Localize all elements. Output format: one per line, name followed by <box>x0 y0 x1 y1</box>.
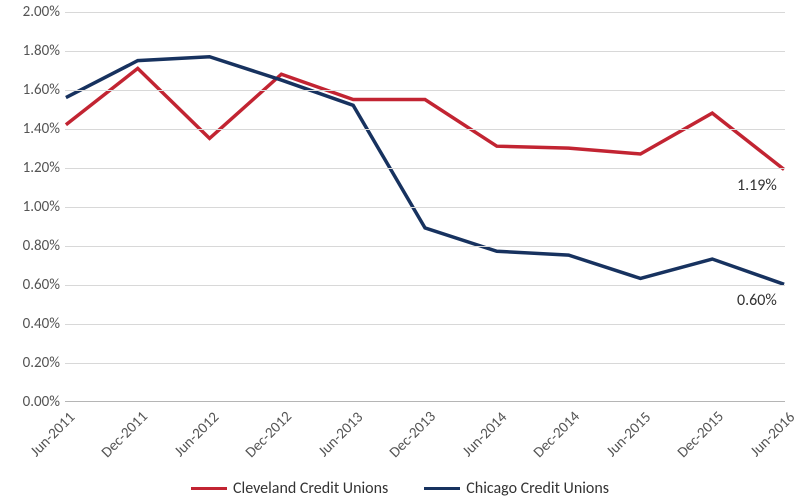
x-tick-label: Jun-2016 <box>747 408 799 460</box>
y-tick-label: 1.20% <box>5 159 60 177</box>
gridline <box>65 90 785 91</box>
legend: Cleveland Credit Unions Chicago Credit Un… <box>0 476 800 498</box>
x-tick-label: Jun-2011 <box>27 408 79 460</box>
y-tick-label: 1.00% <box>5 198 60 216</box>
y-tick-label: 1.60% <box>5 81 60 99</box>
series-end-label: 0.60% <box>737 291 777 310</box>
legend-label: Chicago Credit Unions <box>466 479 609 498</box>
x-tick-label: Jun-2012 <box>171 408 223 460</box>
gridline <box>65 168 785 169</box>
y-tick-label: 0.00% <box>5 393 60 411</box>
gridline <box>65 285 785 286</box>
y-tick-label: 0.60% <box>5 276 60 294</box>
line-chart: Cleveland Credit Unions Chicago Credit Un… <box>0 0 800 502</box>
legend-item: Cleveland Credit Unions <box>191 479 388 498</box>
series-line <box>66 68 784 169</box>
series-end-label: 1.19% <box>737 176 777 195</box>
x-tick-label: Jun-2014 <box>459 408 511 460</box>
y-tick-label: 0.80% <box>5 237 60 255</box>
x-tick-label: Jun-2015 <box>603 408 655 460</box>
y-tick-label: 2.00% <box>5 3 60 21</box>
y-tick-label: 1.80% <box>5 42 60 60</box>
y-tick-label: 0.20% <box>5 354 60 372</box>
x-tick-label: Dec-2012 <box>242 408 296 462</box>
gridline <box>65 363 785 364</box>
gridline <box>65 129 785 130</box>
gridline <box>65 12 785 13</box>
legend-swatch <box>424 487 460 490</box>
gridline <box>65 207 785 208</box>
legend-item: Chicago Credit Unions <box>424 479 609 498</box>
x-tick-label: Dec-2015 <box>674 408 728 462</box>
x-tick-label: Jun-2013 <box>315 408 367 460</box>
legend-label: Cleveland Credit Unions <box>233 479 388 498</box>
x-tick-label: Dec-2014 <box>530 408 584 462</box>
legend-swatch <box>191 487 227 490</box>
y-tick-label: 0.40% <box>5 315 60 333</box>
gridline <box>65 324 785 325</box>
x-tick-label: Dec-2011 <box>98 408 152 462</box>
y-tick-label: 1.40% <box>5 120 60 138</box>
plot-area <box>65 12 785 402</box>
gridline <box>65 51 785 52</box>
gridline <box>65 246 785 247</box>
x-tick-label: Dec-2013 <box>386 408 440 462</box>
